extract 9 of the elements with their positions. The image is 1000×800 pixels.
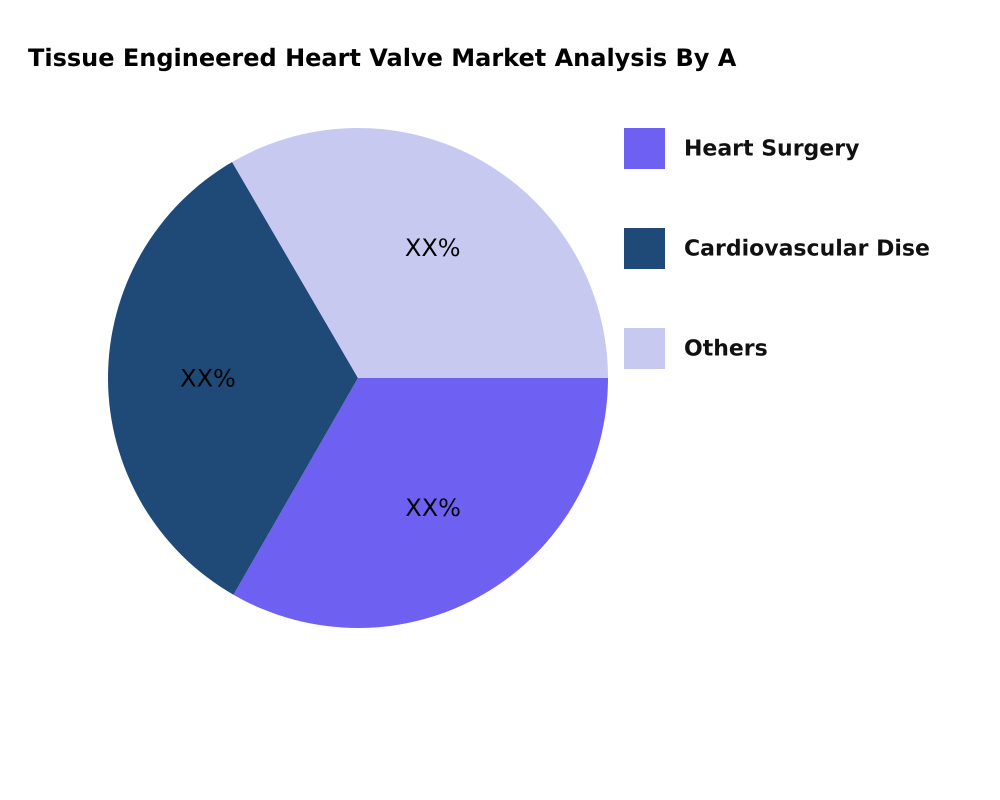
- data-label: XX%: [405, 494, 461, 522]
- legend-label: Cardiovascular Dise: [684, 236, 930, 262]
- chart-title: Tissue Engineered Heart Valve Market Analysis By A: [28, 44, 737, 72]
- legend-label: Others: [684, 336, 768, 362]
- data-label: XX%: [180, 364, 236, 392]
- pie-slice: [233, 378, 608, 628]
- pie-slice: [108, 162, 358, 595]
- data-label: XX%: [404, 234, 461, 262]
- legend-label: Heart Surgery: [684, 136, 860, 162]
